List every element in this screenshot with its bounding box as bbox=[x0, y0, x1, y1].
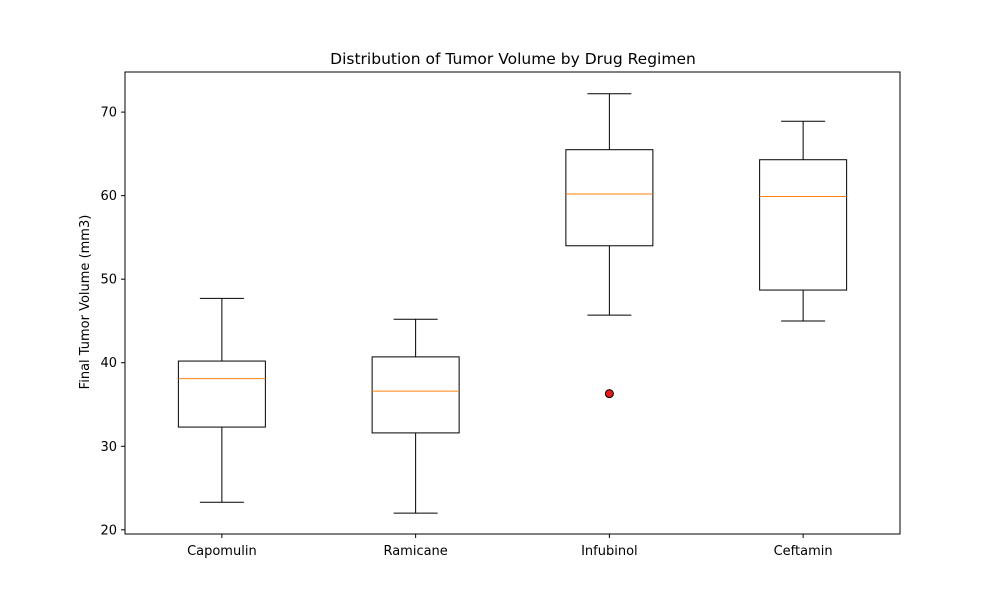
box bbox=[177, 360, 266, 428]
y-tick-label: 20 bbox=[100, 523, 117, 538]
box bbox=[371, 356, 460, 434]
plot-area-frame bbox=[124, 71, 901, 535]
y-tick-label: 50 bbox=[100, 273, 117, 288]
x-tick-label: Ceftamin bbox=[774, 544, 833, 559]
y-tick-label: 70 bbox=[100, 106, 117, 121]
x-tick-label: Infubinol bbox=[581, 544, 638, 559]
box bbox=[565, 149, 654, 247]
y-tick-label: 60 bbox=[100, 189, 117, 204]
y-tick-label: 30 bbox=[100, 440, 117, 455]
y-axis-label: Final Tumor Volume (mm3) bbox=[78, 215, 93, 390]
box bbox=[759, 159, 848, 291]
outlier-point bbox=[604, 389, 614, 399]
chart-title: Distribution of Tumor Volume by Drug Reg… bbox=[330, 50, 696, 68]
x-tick-label: Capomulin bbox=[187, 544, 257, 559]
y-tick-label: 40 bbox=[100, 356, 117, 371]
x-tick-label: Ramicane bbox=[383, 544, 447, 559]
